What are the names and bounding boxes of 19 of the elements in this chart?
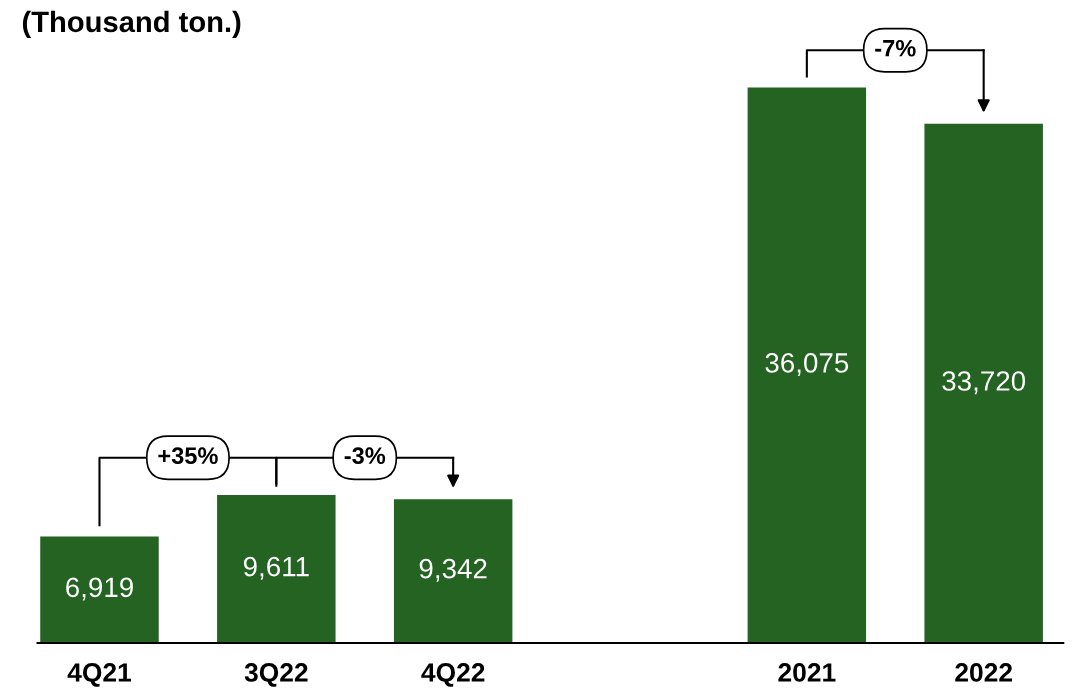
text: -7% xyxy=(875,39,916,57)
bar xyxy=(924,123,1043,643)
bar xyxy=(747,87,867,643)
data-label: 36,075 xyxy=(765,353,849,377)
data-label: 9,611 xyxy=(243,556,309,580)
x-tick-label: 2022 xyxy=(955,663,1012,682)
bar xyxy=(217,495,336,643)
data-label: 33,720 xyxy=(942,371,1026,395)
data-label: 9,342 xyxy=(419,558,487,582)
x-tick-label: 4Q21 xyxy=(67,663,132,687)
x-tick-label: 4Q22 xyxy=(421,663,485,687)
data-label: 6,919 xyxy=(66,577,133,601)
annotation: +35% xyxy=(158,447,218,465)
chart-title: (Thousand ton.) xyxy=(22,10,241,38)
annotation: -3% xyxy=(344,447,386,465)
x-tick-label: 3Q22 xyxy=(244,663,308,687)
bar xyxy=(393,499,513,643)
x-tick-label: 2021 xyxy=(778,663,836,682)
bar xyxy=(40,536,159,643)
